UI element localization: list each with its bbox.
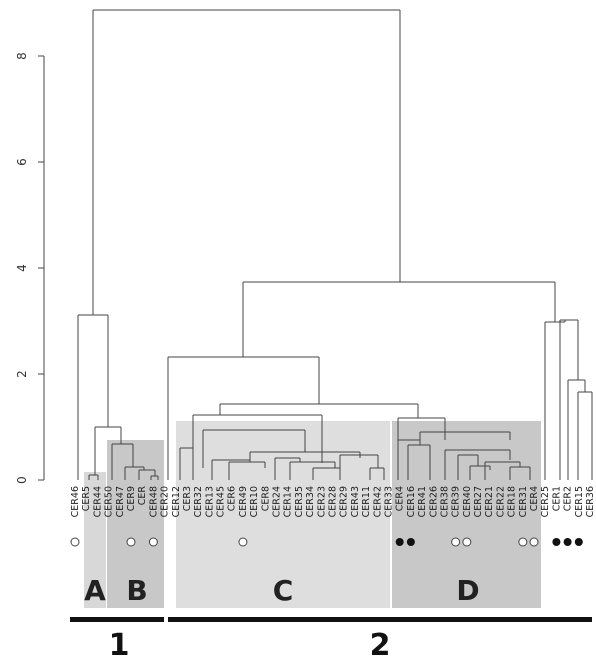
- leaf-label: CER32: [193, 486, 204, 517]
- group-1-bar: [70, 617, 164, 622]
- leaf-label: CER2: [563, 486, 574, 511]
- leaf-label: CER18: [507, 486, 518, 517]
- leaf-label: CER33: [383, 486, 394, 517]
- leaf-label: CER22: [495, 486, 506, 517]
- leaf-label: CER47: [115, 486, 126, 517]
- filled-marker: [552, 538, 561, 546]
- leaf-label: CER1: [551, 486, 562, 511]
- leaf-label: CER3: [182, 486, 193, 511]
- open-marker: [518, 537, 528, 547]
- open-marker: [238, 537, 248, 547]
- leaf-label: CER27: [473, 486, 484, 517]
- open-marker: [462, 537, 472, 547]
- leaf-label: CER25: [540, 486, 551, 517]
- leaf-label: CER44: [92, 486, 103, 517]
- leaf-label: CER23: [316, 486, 327, 517]
- cluster-d-region: [392, 421, 541, 608]
- filled-marker: [563, 538, 572, 546]
- y-tick-label: 0: [15, 476, 29, 484]
- leaf-label: CER36: [585, 486, 596, 517]
- leaf-label: CER45: [216, 486, 227, 517]
- leaf-label: CER5: [81, 486, 92, 511]
- y-tick-label: 8: [15, 52, 29, 60]
- cluster-letter-d: D: [456, 574, 479, 607]
- open-marker: [529, 537, 539, 547]
- open-marker: [126, 537, 136, 547]
- leaf-label: CER48: [148, 486, 159, 517]
- y-tick-label: 4: [15, 264, 29, 272]
- leaf-label: CER12: [171, 486, 182, 517]
- leaf-label: CER24: [272, 486, 283, 517]
- leaf-label: CER38: [439, 486, 450, 517]
- group-label-2: 2: [370, 628, 391, 660]
- cluster-letter-b: B: [126, 574, 147, 607]
- leaf-label: CER34: [305, 486, 316, 517]
- leaf-label: CER35: [294, 486, 305, 517]
- leaf-label: CER14: [283, 486, 294, 517]
- leaf-label: CER28: [328, 486, 339, 517]
- leaf-label: CER40: [462, 486, 473, 517]
- group-label-1: 1: [109, 628, 130, 660]
- filled-marker: [406, 538, 415, 546]
- filled-marker: [574, 538, 583, 546]
- leaf-markers: [70, 537, 583, 547]
- leaf-label: CER10: [249, 486, 260, 517]
- leaf-label: CER9: [126, 486, 137, 511]
- leaf-label: CER15: [574, 486, 585, 517]
- leaf-label: CER6: [227, 486, 238, 511]
- leaf-label: CER13: [204, 486, 215, 517]
- leaf-label: CER29: [339, 486, 350, 517]
- cluster-b-region: [107, 440, 164, 608]
- leaf-label: CER8: [260, 486, 271, 511]
- leaf-label: CER43: [350, 486, 361, 517]
- leaf-label: CER4: [529, 486, 540, 511]
- leaf-labels: CER46 CER5 CER44 CER50 CER47 CER9 CER CER48 CER2…: [70, 486, 596, 518]
- leaf-label: CER50: [104, 486, 115, 517]
- leaf-label: CER20: [160, 486, 171, 517]
- y-tick-label: 6: [15, 158, 29, 166]
- group-2-bar: [168, 617, 592, 622]
- cluster-letter-a: A: [84, 574, 106, 607]
- leaf-label: CER49: [238, 486, 249, 517]
- leaf-label: CER42: [372, 486, 383, 517]
- leaf-label: CER: [137, 486, 148, 506]
- open-marker: [451, 537, 461, 547]
- leaf-label: CER41: [417, 486, 428, 517]
- cluster-letter-c: C: [273, 574, 294, 607]
- open-marker: [148, 537, 158, 547]
- y-tick-label: 2: [15, 370, 29, 378]
- cluster-a-region: [84, 472, 106, 608]
- leaf-label: CER31: [518, 486, 529, 517]
- leaf-label: CER16: [406, 486, 417, 517]
- dendrogram-links: [77, 9, 593, 480]
- leaf-label: CER26: [428, 486, 439, 517]
- y-axis: 0 2 4 6 8: [15, 52, 45, 484]
- leaf-label: CER39: [451, 486, 462, 517]
- leaf-label: CER11: [361, 486, 372, 517]
- open-marker: [70, 537, 80, 547]
- leaf-label: CER46: [70, 486, 81, 517]
- leaf-label: CER4: [395, 486, 406, 511]
- leaf-label: CER21: [484, 486, 495, 517]
- filled-marker: [395, 538, 404, 546]
